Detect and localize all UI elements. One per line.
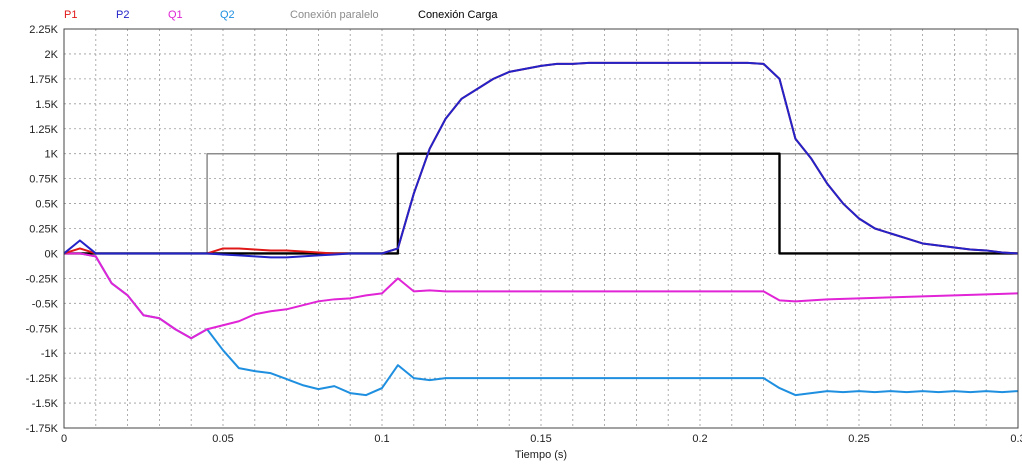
legend-item: Conexión Carga (418, 9, 498, 21)
series-line-3 (64, 252, 1019, 340)
y-tick-label: -0.5K (32, 298, 59, 310)
y-tick-label: 1.25K (29, 124, 58, 136)
y-tick-label: 0K (45, 248, 59, 260)
x-tick-label: 0 (61, 433, 67, 445)
y-tick-label: -0.75K (26, 323, 59, 335)
plot-frame (63, 28, 1019, 429)
legend-item: P1 (64, 9, 77, 21)
legend-item: P2 (116, 9, 129, 21)
x-tick-label: 0.15 (530, 433, 551, 445)
x-tick-label: 0.1 (374, 433, 389, 445)
y-tick-label: -1.75K (26, 423, 59, 435)
y-tick-label: 2K (45, 49, 59, 61)
legend-item: Q1 (168, 9, 183, 21)
x-tick-label: 0.3 (1010, 433, 1022, 445)
legend-item: Q2 (220, 9, 235, 21)
series-layer (63, 61, 1019, 397)
y-tick-label: -1K (41, 348, 59, 360)
y-tick-label: -0.25K (26, 273, 59, 285)
y-tick-label: 0.5K (35, 199, 58, 211)
x-axis-title: Tiempo (s) (515, 449, 567, 461)
x-tick-label: 0.2 (692, 433, 707, 445)
y-tick-label: -1.5K (32, 398, 59, 410)
legend: P1 P2 Q1 Q2 Conexión paralelo Conexión Carga (64, 9, 498, 21)
x-tick-label: 0.25 (848, 433, 869, 445)
y-tick-label: 0.25K (29, 224, 58, 236)
y-tick-label: 1.75K (29, 74, 58, 86)
y-axis: -1.75K -1.5K -1.25K -1K -0.75K -0.5K -0.25K 0K 0… (26, 24, 59, 435)
series-line-2 (64, 252, 1019, 397)
y-tick-label: 1K (45, 149, 59, 161)
y-tick-label: -1.25K (26, 373, 59, 385)
y-tick-label: 2.25K (29, 24, 58, 36)
x-axis: 0 0.05 0.1 0.15 0.2 0.25 0.3 (61, 433, 1022, 445)
x-tick-label: 0.05 (212, 433, 233, 445)
legend-item: Conexión paralelo (290, 9, 379, 21)
y-tick-label: 0.75K (29, 174, 58, 186)
series-line-5 (63, 61, 1019, 259)
y-tick-label: 1.5K (35, 99, 58, 111)
